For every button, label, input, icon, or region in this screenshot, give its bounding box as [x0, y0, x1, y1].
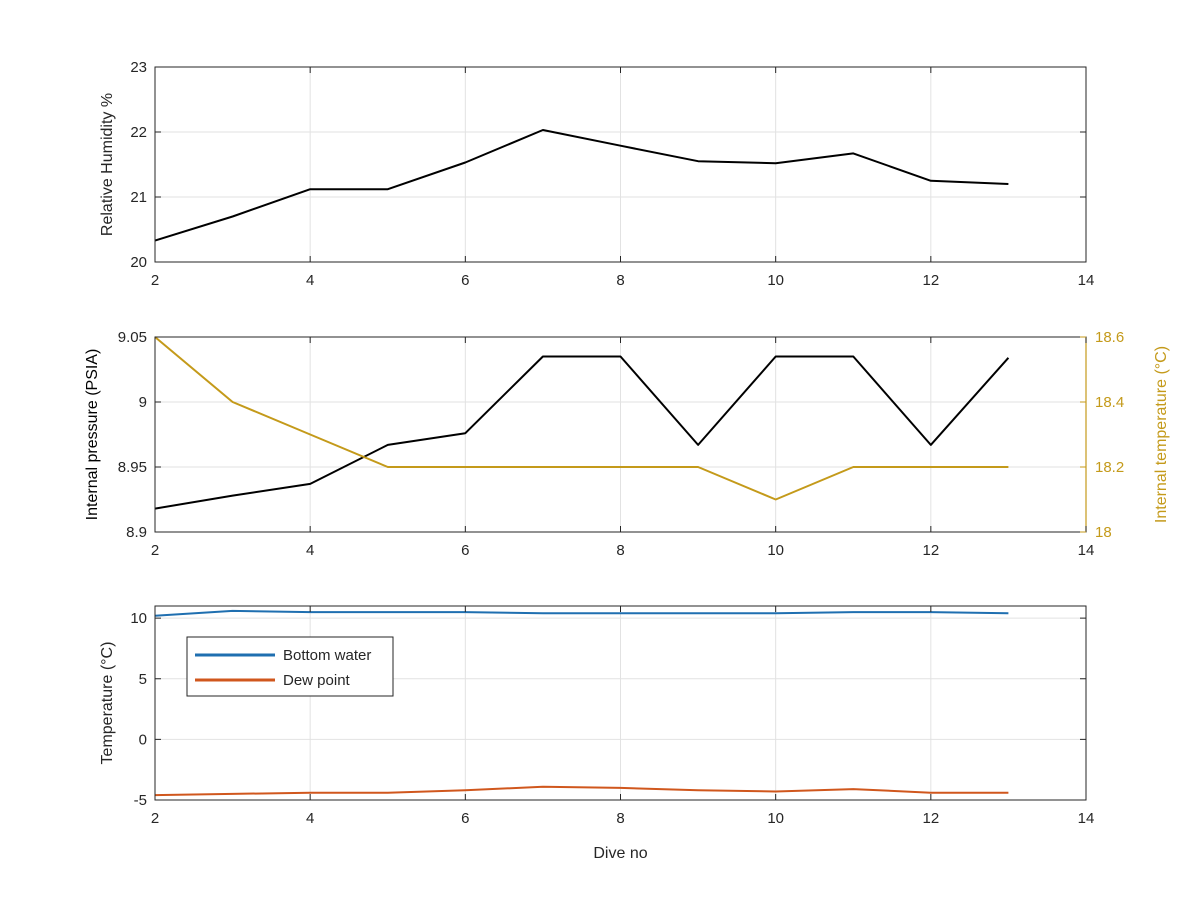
- x-axis-label: Dive no: [593, 845, 647, 862]
- x-tick-label: 10: [767, 272, 784, 289]
- x-tick-label: 6: [461, 810, 469, 827]
- legend: Bottom water Dew point: [186, 636, 394, 697]
- x-tick-label: 8: [616, 542, 624, 559]
- y-tick-label: 21: [130, 189, 147, 206]
- x-tick-label: 8: [616, 272, 624, 289]
- y-tick-label: 8.95: [118, 459, 147, 476]
- series-line-1: [154, 129, 1009, 242]
- y-tick-label: -5: [134, 792, 147, 809]
- x-tick-label: 4: [306, 810, 314, 827]
- legend-label-1: Bottom water: [283, 647, 371, 664]
- y-tick-label: 22: [130, 124, 147, 141]
- y-tick-label: 10: [130, 610, 147, 627]
- y-tick-label: 20: [130, 254, 147, 271]
- y-tick-label: 9.05: [118, 329, 147, 346]
- y-tick-label: 8.9: [126, 524, 147, 541]
- x-tick-label: 6: [461, 272, 469, 289]
- x-tick-label: 14: [1078, 272, 1095, 289]
- y-axis-label: Relative Humidity %: [99, 93, 116, 236]
- x-tick-label: 14: [1078, 810, 1095, 827]
- x-tick-label: 2: [151, 542, 159, 559]
- x-tick-label: 12: [922, 810, 939, 827]
- x-tick-label: 12: [922, 272, 939, 289]
- y-right-tick-label: 18.6: [1095, 329, 1124, 346]
- x-tick-label: 4: [306, 542, 314, 559]
- x-tick-label: 8: [616, 810, 624, 827]
- y-tick-label: 5: [139, 671, 147, 688]
- x-tick-label: 2: [151, 272, 159, 289]
- y-right-tick-label: 18: [1095, 524, 1112, 541]
- y-right-tick-label: 18.4: [1095, 394, 1124, 411]
- chart-panel-2: 2 4 6 8 10 12 14 8.9 8.95 9 9.05 18 18.2 18.4 18.6 Inte…: [84, 329, 1170, 559]
- x-tick-label: 4: [306, 272, 314, 289]
- legend-label-2: Dew point: [283, 672, 351, 689]
- series-line-2: [154, 336, 1009, 501]
- x-tick-label: 6: [461, 542, 469, 559]
- series-line-2: [154, 785, 1009, 797]
- x-tick-label: 14: [1078, 542, 1095, 559]
- y-axis-label: Internal pressure (PSIA): [84, 349, 101, 521]
- series-line-1: [154, 355, 1010, 510]
- chart-panel-1: 2 4 6 8 10 12 14 20 21 22 23 Relative Humidity %: [99, 59, 1094, 289]
- series-line-1: [154, 609, 1009, 617]
- chart-panel-3: 2 4 6 8 10 12 14 -5 0 5 10 Temperature (°C) Dive no B…: [99, 605, 1095, 862]
- y-tick-label: 9: [139, 394, 147, 411]
- x-tick-label: 10: [767, 542, 784, 559]
- x-tick-label: 10: [767, 810, 784, 827]
- x-tick-label: 2: [151, 810, 159, 827]
- y-right-tick-label: 18.2: [1095, 459, 1124, 476]
- y-axis-label-right: Internal temperature (°C): [1153, 346, 1170, 523]
- legend-box: [186, 636, 394, 697]
- y-axis-label: Temperature (°C): [99, 642, 116, 765]
- y-tick-label: 23: [130, 59, 147, 76]
- y-tick-label: 0: [139, 731, 147, 748]
- x-tick-label: 12: [922, 542, 939, 559]
